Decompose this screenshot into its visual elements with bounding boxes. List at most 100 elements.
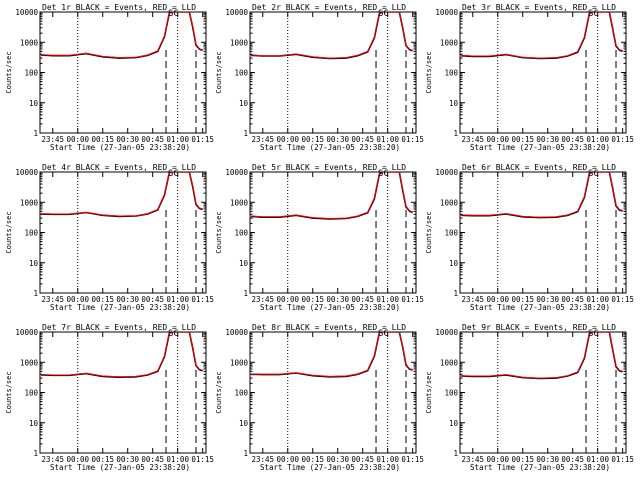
y-tick-label: 1000 <box>440 38 459 47</box>
y-axis-label: Counts/sec <box>215 371 223 413</box>
y-axis-label: Counts/sec <box>5 51 13 93</box>
x-tick-label: 01:00 <box>586 295 609 304</box>
x-tick-label: 01:00 <box>586 455 609 464</box>
x-tick-label: 00:00 <box>486 455 509 464</box>
x-tick-label: 01:00 <box>376 135 399 144</box>
x-tick-label: 01:15 <box>191 455 214 464</box>
x-tick-label: 00:15 <box>91 455 114 464</box>
panel-annotation: SC <box>378 9 389 19</box>
x-axis-label: Start Time (27-Jan-05 23:38:20) <box>470 143 610 152</box>
x-tick-label: 23:45 <box>251 135 274 144</box>
x-tick-label: 23:45 <box>41 135 64 144</box>
x-tick-label: 01:15 <box>611 455 634 464</box>
x-tick-label: 00:30 <box>116 135 139 144</box>
y-tick-label: 1 <box>243 129 248 138</box>
x-tick-label: 00:45 <box>561 295 584 304</box>
x-tick-label: 00:15 <box>301 135 324 144</box>
plot-frame <box>249 331 417 454</box>
x-tick-label: 01:15 <box>191 135 214 144</box>
panel-det-4: 1 10 100 1000 10000 23:45 00:00 00:15 00:30 00:45… <box>5 163 214 312</box>
x-axis-label: Start Time (27-Jan-05 23:38:20) <box>50 303 190 312</box>
x-tick-label: 00:45 <box>561 455 584 464</box>
x-tick-label: 01:00 <box>166 295 189 304</box>
x-tick-label: 00:15 <box>511 295 534 304</box>
x-axis-label: Start Time (27-Jan-05 23:38:20) <box>260 303 400 312</box>
y-tick-label: 1 <box>33 129 38 138</box>
x-tick-label: 23:45 <box>251 295 274 304</box>
panel-det-7: 1 10 100 1000 10000 23:45 00:00 00:15 00:30 00:45… <box>5 323 214 472</box>
y-tick-label: 1 <box>33 449 38 458</box>
panel-annotation: SC <box>588 9 599 19</box>
x-tick-label: 01:00 <box>586 135 609 144</box>
y-tick-label: 1 <box>33 289 38 298</box>
x-tick-label: 01:15 <box>401 135 424 144</box>
y-tick-label: 1 <box>243 449 248 458</box>
plot-frame <box>459 331 627 454</box>
y-tick-label: 10000 <box>15 168 38 177</box>
y-tick-label: 10 <box>239 419 249 428</box>
panel-title: Det 6r BLACK = Events, RED = LLD <box>462 163 616 172</box>
y-tick-label: 1 <box>453 449 458 458</box>
y-tick-label: 10 <box>449 259 459 268</box>
x-tick-label: 00:00 <box>66 135 89 144</box>
y-tick-label: 10000 <box>435 168 458 177</box>
x-axis-label: Start Time (27-Jan-05 23:38:20) <box>470 303 610 312</box>
y-tick-label: 10 <box>29 259 39 268</box>
series-lld-line <box>41 332 203 378</box>
panel-annotation: SC <box>378 329 389 339</box>
x-tick-label: 01:15 <box>401 455 424 464</box>
y-tick-label: 100 <box>234 69 248 78</box>
y-tick-label: 10 <box>239 259 249 268</box>
y-tick-label: 1 <box>453 289 458 298</box>
x-tick-label: 00:45 <box>561 135 584 144</box>
x-tick-label: 00:30 <box>116 455 139 464</box>
x-axis-label: Start Time (27-Jan-05 23:38:20) <box>260 143 400 152</box>
y-tick-label: 100 <box>24 229 38 238</box>
x-tick-label: 23:45 <box>461 295 484 304</box>
panel-det-9: 1 10 100 1000 10000 23:45 00:00 00:15 00:30 00:45… <box>425 323 634 472</box>
x-tick-label: 00:15 <box>511 455 534 464</box>
panel-det-5: 1 10 100 1000 10000 23:45 00:00 00:15 00:30 00:45… <box>215 163 424 312</box>
y-tick-label: 10 <box>239 99 249 108</box>
y-tick-label: 10 <box>449 419 459 428</box>
x-tick-label: 23:45 <box>41 455 64 464</box>
panel-annotation: SC <box>168 169 179 179</box>
x-tick-label: 00:00 <box>66 295 89 304</box>
y-axis-label: Counts/sec <box>425 211 433 253</box>
series-lld-line <box>461 332 623 379</box>
y-tick-label: 10000 <box>225 168 248 177</box>
x-tick-label: 01:00 <box>376 455 399 464</box>
panel-annotation: SC <box>588 329 599 339</box>
y-tick-label: 100 <box>234 229 248 238</box>
panel-annotation: SC <box>588 169 599 179</box>
x-axis-label: Start Time (27-Jan-05 23:38:20) <box>50 143 190 152</box>
x-tick-label: 23:45 <box>461 135 484 144</box>
x-tick-label: 01:00 <box>166 135 189 144</box>
y-axis-label: Counts/sec <box>425 51 433 93</box>
x-tick-label: 01:15 <box>611 135 634 144</box>
plot-frame <box>39 11 207 134</box>
plot-frame <box>249 11 417 134</box>
panel-det-1: 1 10 100 1000 10000 23:45 00:00 00:15 00:30 00:45… <box>5 3 214 152</box>
y-tick-label: 1000 <box>230 38 249 47</box>
y-tick-label: 10 <box>29 99 39 108</box>
y-tick-label: 1000 <box>440 358 459 367</box>
panel-title: Det 2r BLACK = Events, RED = LLD <box>252 3 406 12</box>
y-tick-label: 1 <box>453 129 458 138</box>
x-tick-label: 00:00 <box>66 455 89 464</box>
panel-det-8: 1 10 100 1000 10000 23:45 00:00 00:15 00:30 00:45… <box>215 323 424 472</box>
plot-frame <box>459 171 627 294</box>
panel-title: Det 5r BLACK = Events, RED = LLD <box>252 163 406 172</box>
y-axis-label: Counts/sec <box>215 211 223 253</box>
series-events-line <box>251 172 413 220</box>
y-tick-label: 1000 <box>230 198 249 207</box>
y-axis-label: Counts/sec <box>5 371 13 413</box>
x-tick-label: 00:45 <box>141 135 164 144</box>
x-axis-label: Start Time (27-Jan-05 23:38:20) <box>260 463 400 472</box>
x-tick-label: 00:00 <box>486 135 509 144</box>
y-tick-label: 1 <box>243 289 248 298</box>
x-tick-label: 00:15 <box>301 455 324 464</box>
x-tick-label: 00:45 <box>351 455 374 464</box>
plot-frame <box>39 171 207 294</box>
